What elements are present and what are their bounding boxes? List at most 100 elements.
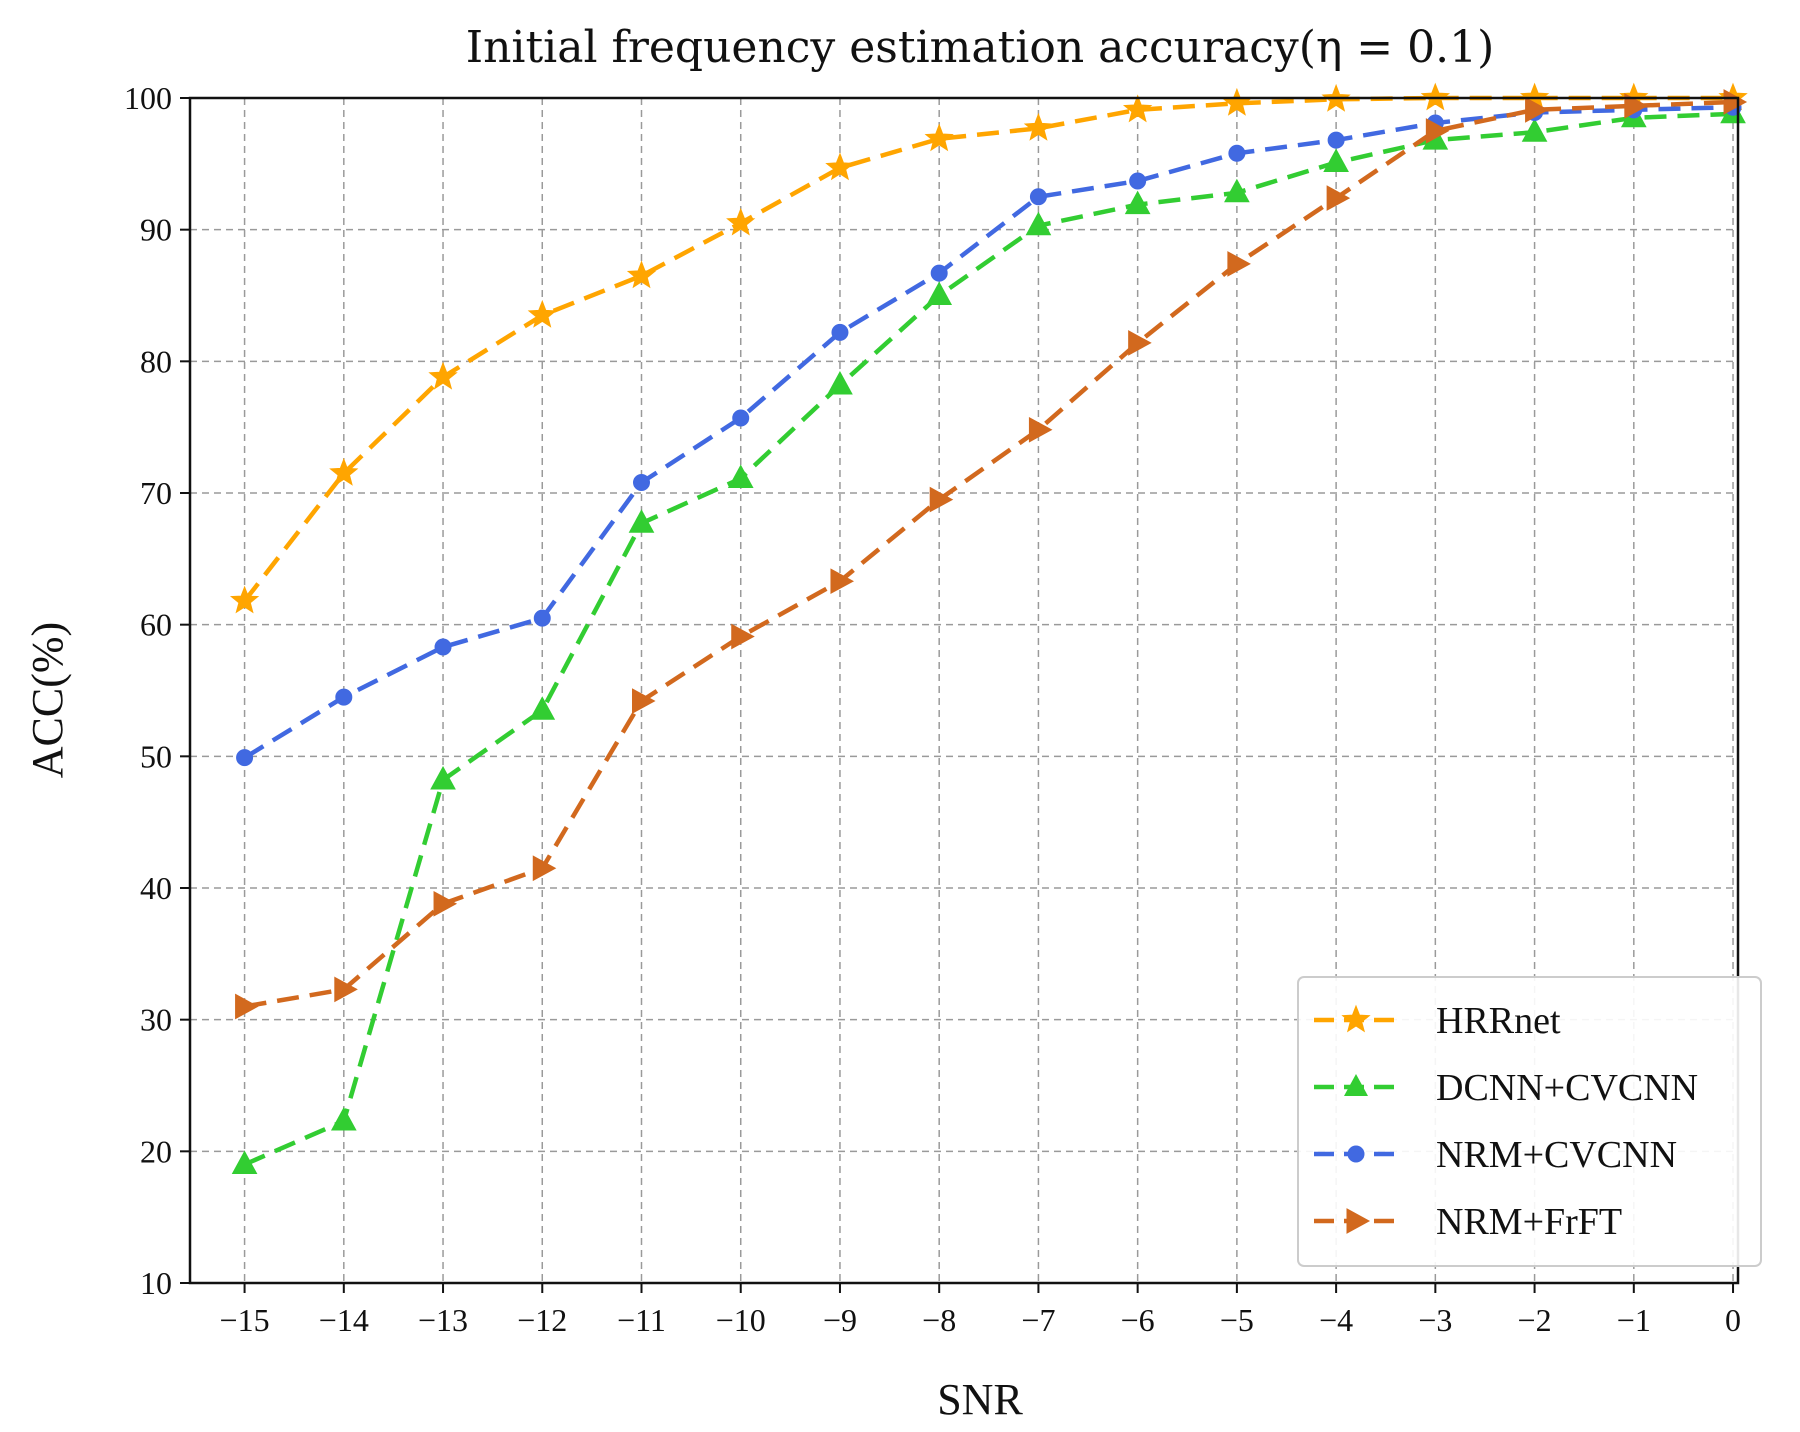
y-tick-label: 50	[140, 738, 172, 774]
data-point	[1025, 211, 1052, 236]
legend-label: NRM+FrFT	[1436, 1201, 1622, 1243]
x-tick-label: −8	[922, 1302, 956, 1338]
y-tick-label: 30	[140, 1002, 172, 1038]
legend-label: NRM+CVCNN	[1436, 1134, 1677, 1176]
data-point	[929, 486, 954, 513]
data-point	[527, 299, 557, 328]
y-tick-label: 40	[140, 870, 172, 906]
data-point	[632, 688, 656, 714]
data-point	[924, 123, 954, 152]
series-hrrnet	[229, 82, 1748, 614]
data-point	[1224, 178, 1250, 203]
data-point	[1023, 112, 1054, 141]
data-point	[1723, 89, 1748, 115]
legend-marker	[1347, 1145, 1365, 1163]
legend-marker	[1344, 1074, 1368, 1096]
x-tick-label: −15	[220, 1302, 270, 1338]
data-point	[825, 152, 855, 181]
x-tick-label: −5	[1220, 1302, 1254, 1338]
data-point	[1326, 185, 1351, 211]
data-point	[1228, 144, 1246, 162]
data-point	[1128, 330, 1152, 356]
x-tick-label: −12	[517, 1302, 567, 1338]
data-point	[628, 509, 655, 533]
x-tick-label: −2	[1518, 1302, 1552, 1338]
legend-entry: DCNN+CVCNN	[1314, 1067, 1698, 1109]
data-point	[428, 361, 458, 390]
data-point	[1122, 94, 1153, 123]
data-point	[231, 1150, 258, 1174]
y-tick-label: 90	[140, 212, 172, 248]
data-point	[626, 260, 657, 289]
data-point	[732, 409, 750, 427]
data-point	[926, 281, 953, 305]
series-line	[243, 104, 1734, 760]
x-tick-label: −10	[716, 1302, 766, 1338]
ticks-layer: −15 −14 −13 −12 −11 −10 −9 −8 −7 −6 −5 −4 −3 −2 −1 0102…	[124, 80, 1741, 1338]
data-point	[1521, 118, 1548, 142]
series-line	[242, 95, 1733, 603]
data-point	[430, 765, 456, 790]
x-tick-label: 0	[1725, 1302, 1741, 1338]
data-point	[334, 976, 358, 1003]
data-point	[1525, 97, 1549, 123]
data-point	[1124, 190, 1151, 215]
data-point	[727, 464, 754, 489]
legend-label: DCNN+CVCNN	[1436, 1067, 1698, 1109]
data-point	[930, 264, 948, 282]
data-point	[1129, 172, 1147, 190]
data-point	[235, 993, 259, 1020]
data-point	[1425, 118, 1450, 144]
data-point	[236, 749, 254, 767]
data-point	[229, 585, 260, 614]
series-nrm-cvcnn	[236, 98, 1742, 767]
x-axis-label: SNR	[937, 1375, 1023, 1424]
y-tick-label: 70	[140, 475, 172, 511]
legend-label: HRRnet	[1436, 1000, 1561, 1042]
x-tick-label: −9	[823, 1302, 857, 1338]
x-tick-label: −6	[1121, 1302, 1155, 1338]
y-tick-label: 20	[140, 1133, 172, 1169]
y-tick-label: 100	[124, 80, 172, 116]
data-point	[1028, 416, 1053, 443]
data-point	[1323, 148, 1349, 173]
data-point	[830, 568, 855, 595]
x-tick-label: −4	[1319, 1302, 1353, 1338]
data-point	[335, 688, 353, 706]
y-tick-label: 10	[140, 1265, 172, 1301]
x-tick-label: −11	[617, 1302, 666, 1338]
data-point	[1624, 93, 1648, 119]
data-point	[726, 207, 756, 236]
chart-title: Initial frequency estimation accuracy(η …	[466, 22, 1495, 73]
y-axis-label: ACC(%)	[23, 622, 72, 778]
data-point	[434, 638, 452, 656]
data-point	[633, 473, 650, 491]
data-point	[532, 855, 557, 882]
x-tick-label: −7	[1021, 1302, 1055, 1338]
series-line	[244, 99, 1734, 1009]
data-point	[533, 609, 551, 627]
x-tick-label: −1	[1617, 1302, 1651, 1338]
x-tick-label: −14	[319, 1302, 369, 1338]
series-line	[243, 111, 1734, 1167]
legend-marker	[1346, 1208, 1371, 1234]
legend: HRRnet DCNN+CVCNN NRM+CVCNN NRM+FrFT	[1297, 976, 1762, 1267]
data-point	[1420, 82, 1451, 111]
legend-entry: NRM+CVCNN	[1314, 1134, 1677, 1176]
data-point	[1227, 251, 1251, 277]
data-point	[433, 890, 458, 917]
y-tick-label: 60	[140, 607, 172, 643]
legend-entry: HRRnet	[1314, 1000, 1561, 1042]
plot-frame	[188, 96, 1740, 1285]
data-point	[831, 323, 849, 341]
legend-box	[1297, 976, 1762, 1267]
y-tick-label: 80	[140, 343, 172, 379]
legend-entry: NRM+FrFT	[1314, 1201, 1622, 1243]
data-point	[1029, 188, 1047, 206]
data-point	[731, 623, 755, 650]
data-point	[330, 1107, 357, 1131]
x-tick-label: −13	[418, 1302, 468, 1338]
data-point	[827, 370, 853, 395]
legend-marker	[1341, 1004, 1371, 1033]
